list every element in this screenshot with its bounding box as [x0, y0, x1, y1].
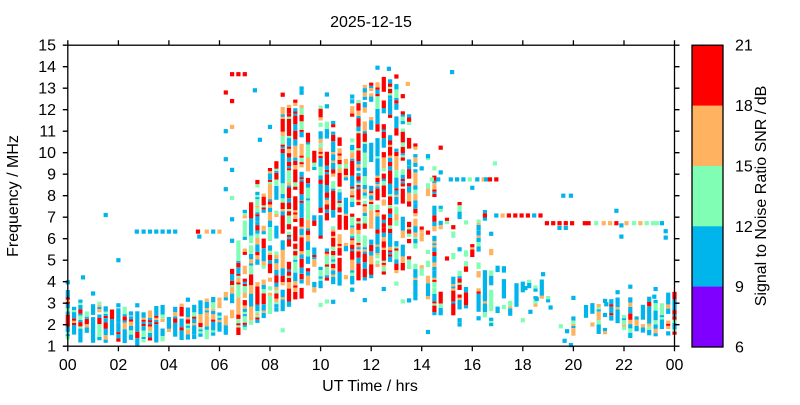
svg-text:06: 06 [211, 357, 229, 374]
svg-text:5: 5 [47, 253, 56, 270]
svg-text:7: 7 [47, 210, 56, 227]
svg-text:3: 3 [47, 296, 56, 313]
svg-text:18: 18 [514, 357, 532, 374]
svg-text:02: 02 [110, 357, 128, 374]
svg-text:9: 9 [735, 279, 744, 296]
svg-text:12: 12 [38, 102, 56, 119]
svg-text:6: 6 [47, 231, 56, 248]
svg-text:00: 00 [59, 357, 77, 374]
svg-text:Signal to Noise Ratio SNR / dB: Signal to Noise Ratio SNR / dB [753, 86, 770, 307]
svg-text:12: 12 [362, 357, 380, 374]
svg-text:13: 13 [38, 81, 56, 98]
svg-text:04: 04 [160, 357, 178, 374]
svg-text:20: 20 [565, 357, 583, 374]
svg-text:2: 2 [47, 317, 56, 334]
svg-text:10: 10 [38, 145, 56, 162]
svg-text:14: 14 [38, 59, 56, 76]
svg-text:14: 14 [413, 357, 431, 374]
svg-text:18: 18 [735, 98, 753, 115]
svg-text:22: 22 [615, 357, 633, 374]
svg-text:21: 21 [735, 38, 753, 55]
svg-text:15: 15 [38, 38, 56, 55]
svg-text:6: 6 [735, 340, 744, 357]
svg-text:15: 15 [735, 158, 753, 175]
svg-text:8: 8 [47, 188, 56, 205]
svg-text:9: 9 [47, 167, 56, 184]
svg-text:Frequency / MHz: Frequency / MHz [5, 135, 22, 257]
svg-text:16: 16 [463, 357, 481, 374]
svg-text:08: 08 [261, 357, 279, 374]
svg-text:00: 00 [666, 357, 684, 374]
svg-text:UT Time / hrs: UT Time / hrs [322, 378, 418, 395]
svg-text:12: 12 [735, 219, 753, 236]
svg-text:10: 10 [312, 357, 330, 374]
svg-text:2025-12-15: 2025-12-15 [330, 14, 412, 31]
svg-text:11: 11 [39, 124, 56, 141]
svg-text:4: 4 [47, 274, 56, 291]
svg-text:1: 1 [47, 339, 56, 356]
